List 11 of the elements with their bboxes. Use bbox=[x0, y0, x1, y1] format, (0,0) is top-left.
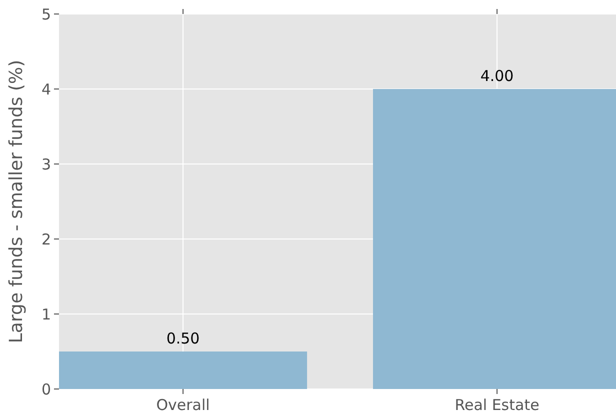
data-label: 4.00 bbox=[480, 67, 514, 85]
data-label: 0.50 bbox=[166, 330, 200, 348]
x-tick-label: Real Estate bbox=[454, 396, 540, 414]
y-tick-label: 0 bbox=[41, 380, 51, 398]
y-tick-label: 3 bbox=[41, 155, 51, 174]
x-tick-label: Overall bbox=[156, 396, 210, 414]
y-axis-title: Large funds - smaller funds (%) bbox=[6, 60, 27, 344]
y-tick-label: 2 bbox=[41, 230, 51, 248]
y-tick-label: 1 bbox=[41, 305, 51, 324]
y-tick-label: 4 bbox=[41, 80, 51, 98]
y-tick-label: 5 bbox=[41, 5, 51, 24]
